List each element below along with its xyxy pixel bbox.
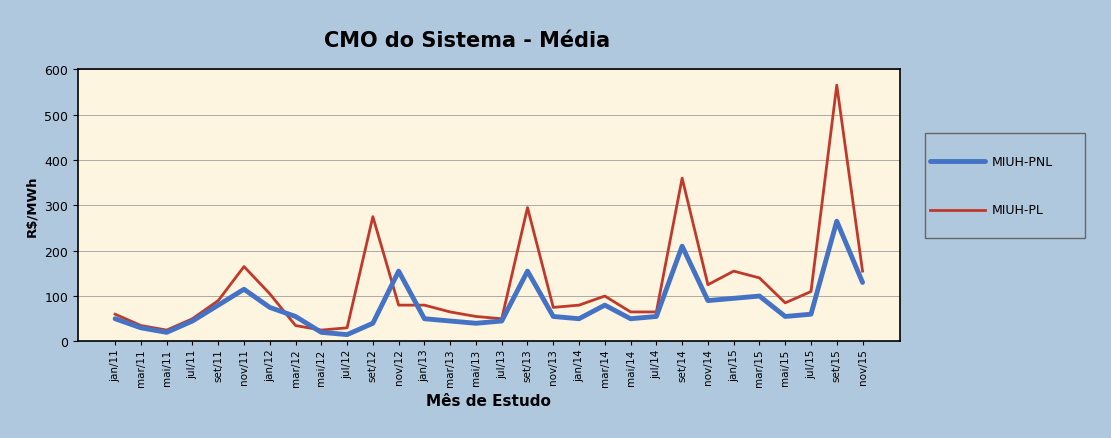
MIUH-PNL — [855, 280, 869, 286]
MIUH-PL — [624, 310, 638, 315]
MIUH-PL — [134, 323, 148, 328]
MIUH-PL — [160, 328, 173, 333]
MIUH-PL — [727, 269, 740, 274]
MIUH-PL — [469, 314, 482, 319]
MIUH-PL — [238, 265, 251, 270]
MIUH-PNL — [238, 287, 251, 292]
MIUH-PNL — [753, 294, 767, 299]
MIUH-PNL — [650, 314, 663, 319]
MIUH-PL — [572, 303, 585, 308]
Line: MIUH-PNL: MIUH-PNL — [116, 222, 862, 335]
MIUH-PL — [392, 303, 406, 308]
MIUH-PL — [830, 83, 843, 88]
MIUH-PNL — [572, 316, 585, 321]
MIUH-PL — [314, 328, 328, 333]
Line: MIUH-PL: MIUH-PL — [116, 86, 862, 330]
MIUH-PL — [598, 294, 611, 299]
MIUH-PNL — [624, 316, 638, 321]
MIUH-PNL — [186, 319, 199, 324]
MIUH-PNL — [160, 330, 173, 335]
X-axis label: Mês de Estudo: Mês de Estudo — [427, 393, 551, 408]
MIUH-PNL — [418, 316, 431, 321]
MIUH-PL — [211, 298, 224, 304]
MIUH-PNL — [134, 325, 148, 331]
Y-axis label: R$/MWh: R$/MWh — [26, 175, 39, 237]
MIUH-PL — [521, 205, 534, 211]
Text: MIUH-PL: MIUH-PL — [992, 204, 1044, 217]
MIUH-PNL — [598, 303, 611, 308]
MIUH-PL — [186, 316, 199, 321]
MIUH-PNL — [830, 219, 843, 224]
Text: MIUH-PNL: MIUH-PNL — [992, 155, 1053, 169]
MIUH-PNL — [547, 314, 560, 319]
MIUH-PL — [443, 310, 457, 315]
MIUH-PNL — [211, 303, 224, 308]
MIUH-PNL — [443, 319, 457, 324]
Text: CMO do Sistema - Média: CMO do Sistema - Média — [323, 31, 610, 51]
MIUH-PNL — [804, 312, 818, 317]
MIUH-PL — [496, 316, 509, 321]
MIUH-PNL — [675, 244, 689, 249]
MIUH-PL — [418, 303, 431, 308]
MIUH-PL — [753, 276, 767, 281]
MIUH-PNL — [109, 316, 122, 321]
FancyBboxPatch shape — [925, 134, 1085, 239]
MIUH-PL — [701, 283, 714, 288]
MIUH-PNL — [340, 332, 353, 337]
MIUH-PNL — [367, 321, 380, 326]
MIUH-PL — [650, 310, 663, 315]
MIUH-PNL — [521, 269, 534, 274]
MIUH-PL — [367, 215, 380, 220]
MIUH-PL — [289, 323, 302, 328]
MIUH-PL — [547, 305, 560, 310]
MIUH-PNL — [289, 314, 302, 319]
MIUH-PNL — [469, 321, 482, 326]
MIUH-PL — [109, 312, 122, 317]
MIUH-PNL — [314, 330, 328, 335]
MIUH-PL — [675, 176, 689, 181]
MIUH-PNL — [496, 319, 509, 324]
MIUH-PNL — [701, 298, 714, 304]
MIUH-PNL — [779, 314, 792, 319]
MIUH-PL — [340, 325, 353, 331]
MIUH-PL — [779, 300, 792, 306]
MIUH-PNL — [392, 269, 406, 274]
MIUH-PL — [804, 289, 818, 294]
MIUH-PL — [263, 292, 277, 297]
MIUH-PNL — [727, 296, 740, 301]
MIUH-PL — [855, 269, 869, 274]
MIUH-PNL — [263, 305, 277, 310]
